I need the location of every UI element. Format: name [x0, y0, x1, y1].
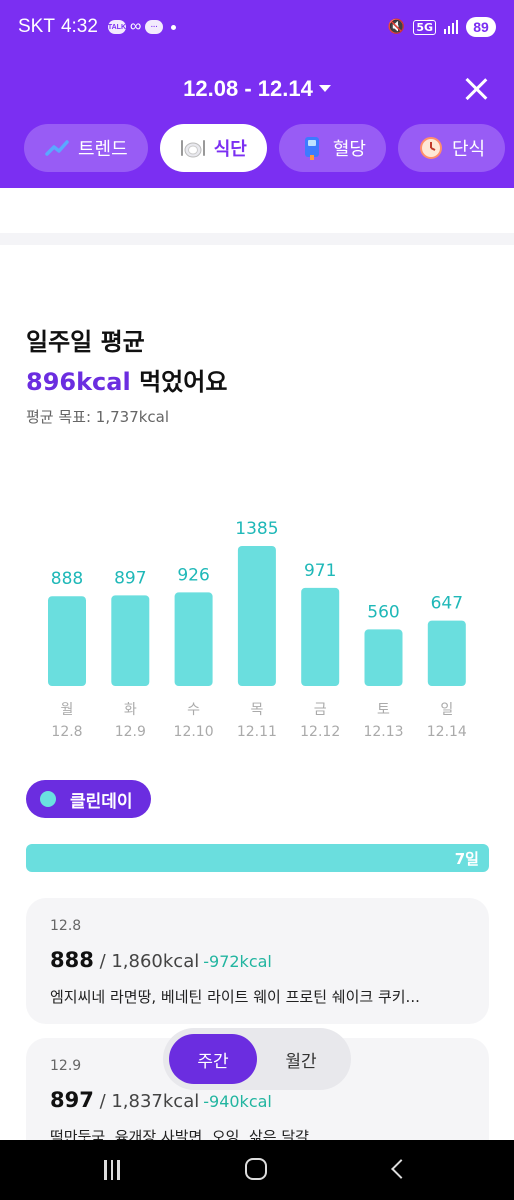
chart-bar [237, 546, 276, 686]
chart-day-label: 수 [187, 702, 200, 718]
period-toggle: 주간 월간 [163, 1028, 351, 1090]
tab-bar: 트렌드 식단 혈당 단식 [24, 124, 514, 172]
date-range-selector[interactable]: 12.08 - 12.14 [0, 72, 514, 106]
chart-value-label: 926 [177, 565, 209, 585]
clock-icon [418, 135, 444, 161]
card-target: / 1,837kcal [93, 1091, 200, 1112]
clean-day-dot-icon [40, 791, 56, 807]
signal-icon [444, 20, 458, 34]
back-button[interactable] [391, 1159, 411, 1179]
summary-average: 896kcal 먹었어요 [26, 362, 227, 397]
chart-bar [48, 596, 86, 686]
chart-date-label: 12.9 [115, 724, 146, 740]
chart-date-label: 12.13 [363, 724, 403, 740]
average-kcal: 896kcal [26, 368, 131, 396]
chart-value-label: 971 [304, 561, 336, 581]
chart-bar [364, 629, 403, 686]
chart-date-label: 12.8 [51, 724, 82, 740]
network-label: 5G [413, 19, 436, 35]
system-nav-bar [0, 1140, 514, 1200]
card-kcal: 897 [50, 1088, 94, 1112]
recent-apps-button[interactable] [104, 1160, 122, 1180]
carrier-label: SKT [18, 16, 55, 37]
average-suffix: 먹었어요 [130, 368, 228, 396]
clean-day-count: 7일 [454, 850, 479, 868]
chart-bar [174, 592, 213, 686]
day-card[interactable]: 12.8 888 / 1,860kcal -972kcal 엠지씨네 라면땅, 베… [26, 898, 489, 1024]
tab-label: 식단 [213, 139, 247, 160]
header: SKT 4:32 TALK ∞ ··· 🔇 5G 89 12.08 - 12.1… [0, 0, 514, 188]
chart-day-label: 목 [250, 702, 263, 718]
caret-down-icon [318, 84, 331, 92]
date-row: 12.08 - 12.14 [0, 72, 514, 106]
chart-value-label: 560 [367, 602, 399, 622]
clean-day-badge[interactable]: 클린데이 [26, 780, 151, 818]
link-icon: ∞ [129, 18, 142, 35]
average-goal: 평균 목표: 1,737kcal [26, 408, 170, 426]
chart-day-label: 일 [440, 702, 453, 718]
battery-indicator: 89 [466, 17, 496, 37]
clean-day-progress-bar: 7일 [26, 844, 489, 872]
clock-label: 4:32 [60, 16, 98, 37]
talk-icon: TALK [108, 20, 126, 34]
chart-day-label: 월 [61, 702, 74, 718]
card-diff: -940kcal [203, 1092, 272, 1111]
tab-label: 단식 [451, 139, 486, 160]
card-diff: -972kcal [203, 952, 272, 971]
weekly-button[interactable]: 주간 [169, 1034, 257, 1084]
home-button[interactable] [245, 1158, 267, 1180]
chart-date-label: 12.11 [237, 724, 277, 740]
chart-day-label: 토 [377, 702, 390, 718]
card-date: 12.8 [50, 918, 82, 934]
date-range-label: 12.08 - 12.14 [183, 76, 313, 101]
status-bar: SKT 4:32 TALK ∞ ··· 🔇 5G 89 [0, 14, 514, 44]
chart-day-label: 화 [124, 702, 137, 718]
tab-label: 혈당 [332, 139, 366, 160]
chart-date-label: 12.14 [427, 724, 467, 740]
tab-meal[interactable]: 식단 [159, 124, 267, 172]
card-kcal-line: 888 / 1,860kcal -972kcal [50, 948, 272, 972]
card-kcal: 888 [50, 948, 94, 972]
tab-label: 트렌드 [78, 139, 128, 160]
glucose-meter-icon [299, 135, 325, 161]
section-divider [0, 233, 514, 245]
trend-chart-icon [44, 135, 70, 161]
chart-value-label: 897 [114, 568, 146, 588]
chart-bar [427, 620, 466, 686]
chart-date-label: 12.12 [300, 724, 340, 740]
weekly-kcal-chart: 888 월 12.8 897 화 12.9 926 수 12.10 1385 목 12.11 971 금 1… [48, 519, 467, 740]
clean-day-label: 클린데이 [70, 791, 133, 812]
tab-fasting[interactable]: 단식 [397, 124, 506, 172]
chart-day-label: 금 [314, 702, 327, 718]
chart-value-label: 888 [51, 569, 83, 589]
card-date: 12.9 [50, 1058, 82, 1074]
chart-bar [301, 587, 340, 686]
chart-value-label: 647 [431, 594, 463, 614]
plate-icon [180, 135, 206, 161]
chart-bar [111, 595, 150, 686]
notification-dot-icon [171, 24, 177, 30]
tab-glucose[interactable]: 혈당 [278, 124, 386, 172]
summary-title: 일주일 평균 [26, 328, 145, 356]
close-button[interactable] [464, 77, 488, 101]
monthly-button[interactable]: 월간 [285, 1051, 317, 1072]
card-target: / 1,860kcal [93, 951, 200, 972]
chart-date-label: 12.10 [174, 724, 214, 740]
tab-trend[interactable]: 트렌드 [24, 124, 148, 172]
card-foods: 엠지씨네 라면땅, 베네틴 라이트 웨이 프로틴 쉐이크 쿠키... [50, 988, 420, 1006]
card-kcal-line: 897 / 1,837kcal -940kcal [50, 1088, 272, 1112]
chart-value-label: 1385 [235, 519, 278, 539]
chat-icon: ··· [145, 20, 164, 34]
mute-icon: 🔇 [387, 19, 406, 35]
